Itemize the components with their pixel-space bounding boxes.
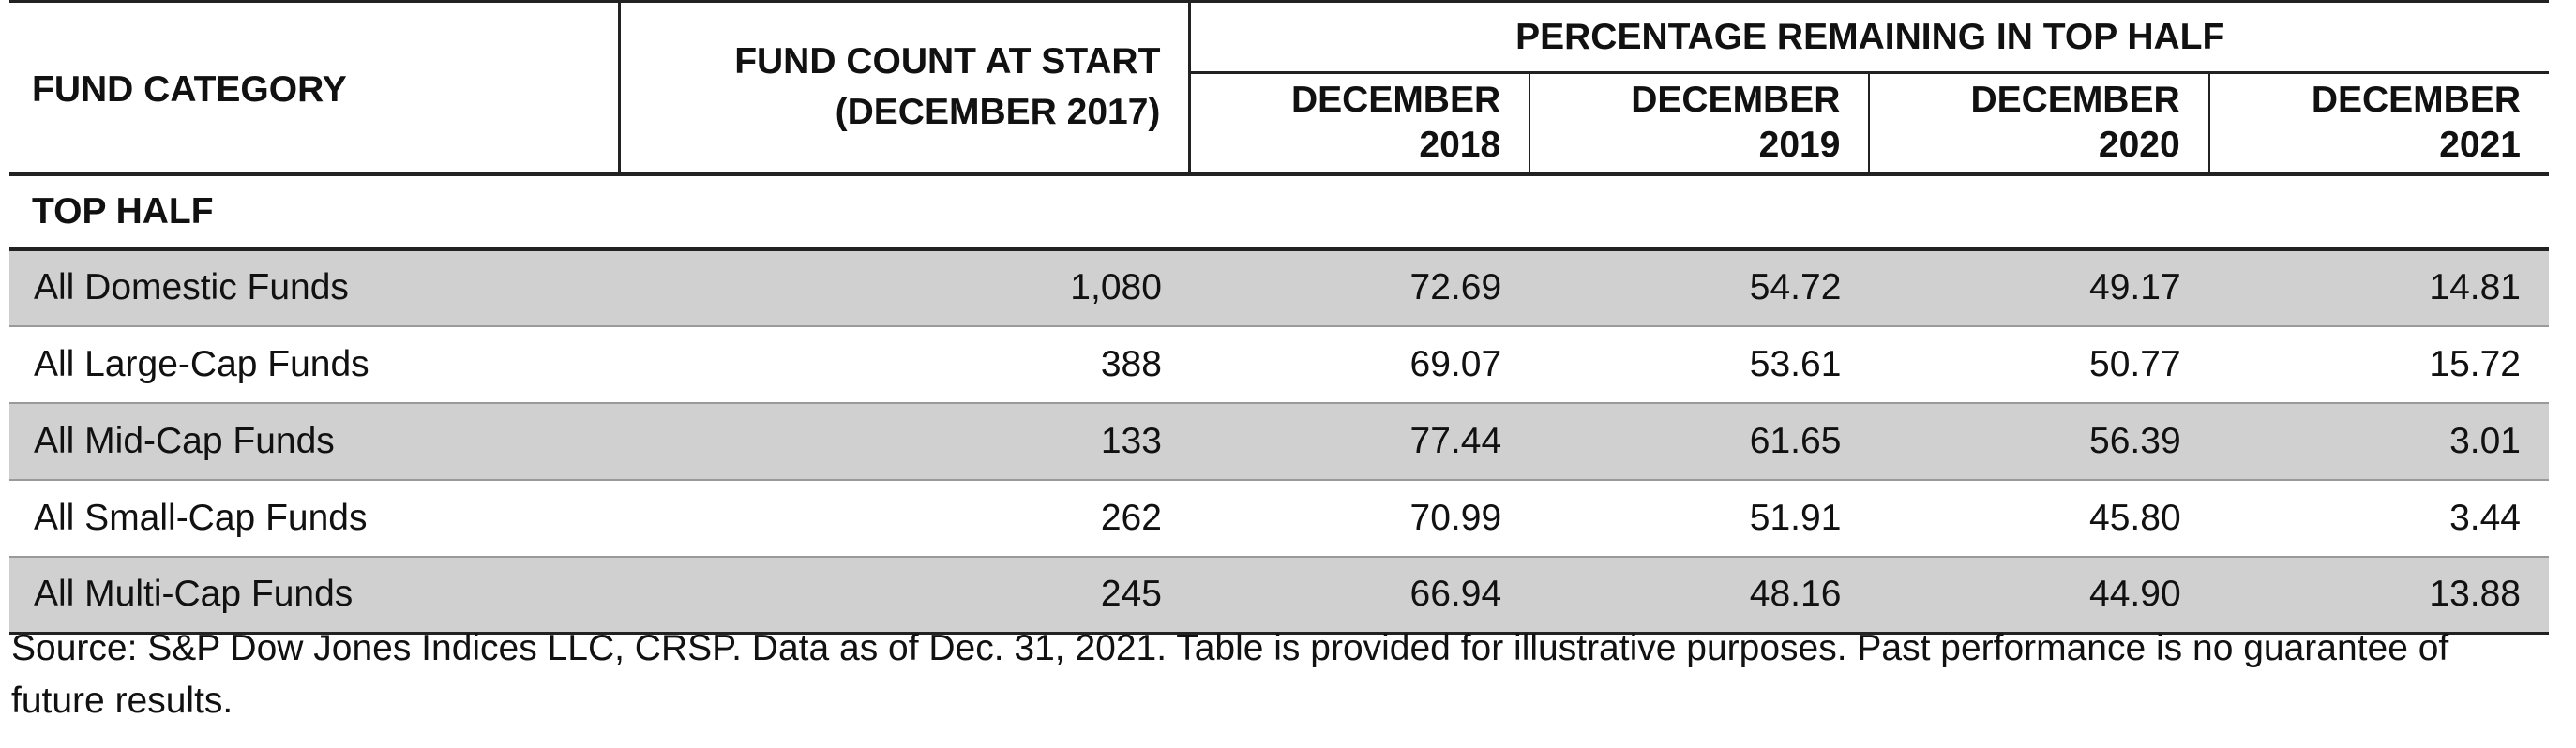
row-value: 50.77 xyxy=(1869,325,2209,404)
persistence-table: FUND CATEGORY FUND COUNT AT START (DECEM… xyxy=(9,0,2549,635)
header-fund-count-line2: (DECEMBER 2017) xyxy=(835,92,1161,133)
table-row: All Domestic Funds 1,080 72.69 54.72 49.… xyxy=(9,248,2549,327)
header-month: DECEMBER xyxy=(1290,80,1501,121)
row-count: 245 xyxy=(619,556,1190,635)
table-row: All Large-Cap Funds 388 69.07 53.61 50.7… xyxy=(9,325,2549,404)
header-year-col: DECEMBER 2018 xyxy=(1189,72,1531,176)
row-value: 54.72 xyxy=(1529,248,1870,327)
row-value: 15.72 xyxy=(2208,325,2549,404)
header-year: 2018 xyxy=(1419,125,1501,166)
row-category: All Domestic Funds xyxy=(9,248,620,327)
row-value: 69.07 xyxy=(1189,325,1530,404)
row-category: All Mid-Cap Funds xyxy=(9,402,620,481)
table-row: All Small-Cap Funds 262 70.99 51.91 45.8… xyxy=(9,479,2549,558)
row-category: All Multi-Cap Funds xyxy=(9,556,620,635)
row-value: 66.94 xyxy=(1189,556,1530,635)
row-value: 72.69 xyxy=(1189,248,1530,327)
header-year-col: DECEMBER 2019 xyxy=(1529,72,1871,176)
row-value: 53.61 xyxy=(1529,325,1870,404)
table-body: TOP HALF All Domestic Funds 1,080 72.69 … xyxy=(9,173,2549,635)
row-count: 388 xyxy=(619,325,1190,404)
table-row: All Multi-Cap Funds 245 66.94 48.16 44.9… xyxy=(9,556,2549,635)
row-count: 262 xyxy=(619,479,1190,558)
section-label: TOP HALF xyxy=(9,173,2549,251)
row-value: 14.81 xyxy=(2208,248,2549,327)
row-count: 133 xyxy=(619,402,1190,481)
header-month: DECEMBER xyxy=(2311,80,2521,121)
row-category: All Small-Cap Funds xyxy=(9,479,620,558)
table-row: All Mid-Cap Funds 133 77.44 61.65 56.39 … xyxy=(9,402,2549,481)
row-category: All Large-Cap Funds xyxy=(9,325,620,404)
header-year-col: DECEMBER 2021 xyxy=(2208,72,2549,176)
header-month: DECEMBER xyxy=(1631,80,1841,121)
row-value: 48.16 xyxy=(1529,556,1870,635)
section-row: TOP HALF xyxy=(9,173,2549,251)
row-value: 44.90 xyxy=(1869,556,2209,635)
row-value: 77.44 xyxy=(1189,402,1530,481)
row-value: 49.17 xyxy=(1869,248,2209,327)
header-year: 2019 xyxy=(1758,125,1841,166)
header-fund-count: FUND COUNT AT START (DECEMBER 2017) xyxy=(619,0,1192,176)
header-fund-count-line1: FUND COUNT AT START xyxy=(734,41,1161,82)
row-count: 1,080 xyxy=(619,248,1190,327)
header-fund-category: FUND CATEGORY xyxy=(9,0,621,176)
header-month: DECEMBER xyxy=(1970,80,2180,121)
row-value: 61.65 xyxy=(1529,402,1870,481)
header-year-col: DECEMBER 2020 xyxy=(1869,72,2210,176)
row-value: 51.91 xyxy=(1529,479,1870,558)
row-value: 56.39 xyxy=(1869,402,2209,481)
header-year: 2021 xyxy=(2439,125,2521,166)
row-value: 45.80 xyxy=(1869,479,2209,558)
header-group-title: PERCENTAGE REMAINING IN TOP HALF xyxy=(1189,0,2549,74)
row-value: 13.88 xyxy=(2208,556,2549,635)
row-value: 3.01 xyxy=(2208,402,2549,481)
row-value: 3.44 xyxy=(2208,479,2549,558)
table-header: FUND CATEGORY FUND COUNT AT START (DECEM… xyxy=(9,0,2549,176)
row-value: 70.99 xyxy=(1189,479,1530,558)
header-year: 2020 xyxy=(2098,125,2180,166)
source-note: Source: S&P Dow Jones Indices LLC, CRSP.… xyxy=(11,628,2449,721)
